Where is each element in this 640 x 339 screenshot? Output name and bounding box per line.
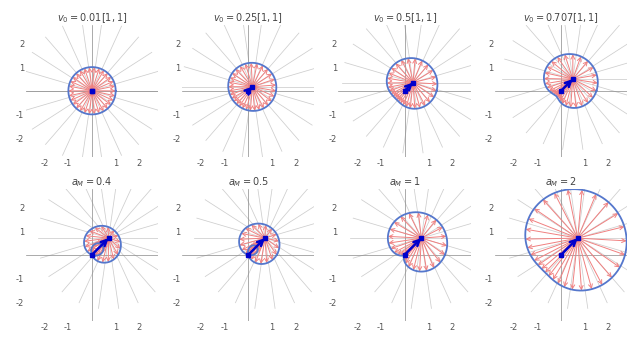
Title: $v_0 = 0.5[1,1]$: $v_0 = 0.5[1,1]$ <box>372 11 436 25</box>
Title: $a_M = 1$: $a_M = 1$ <box>389 175 420 188</box>
Title: $a_M = 0.4$: $a_M = 0.4$ <box>71 175 113 188</box>
Title: $v_0 = 0.707[1,1]$: $v_0 = 0.707[1,1]$ <box>523 11 599 25</box>
Title: $a_M = 0.5$: $a_M = 0.5$ <box>228 175 269 188</box>
Title: $v_0 = 0.01[1,1]$: $v_0 = 0.01[1,1]$ <box>57 11 127 25</box>
Title: $v_0 = 0.25[1,1]$: $v_0 = 0.25[1,1]$ <box>213 11 283 25</box>
Title: $a_M = 2$: $a_M = 2$ <box>545 175 577 188</box>
